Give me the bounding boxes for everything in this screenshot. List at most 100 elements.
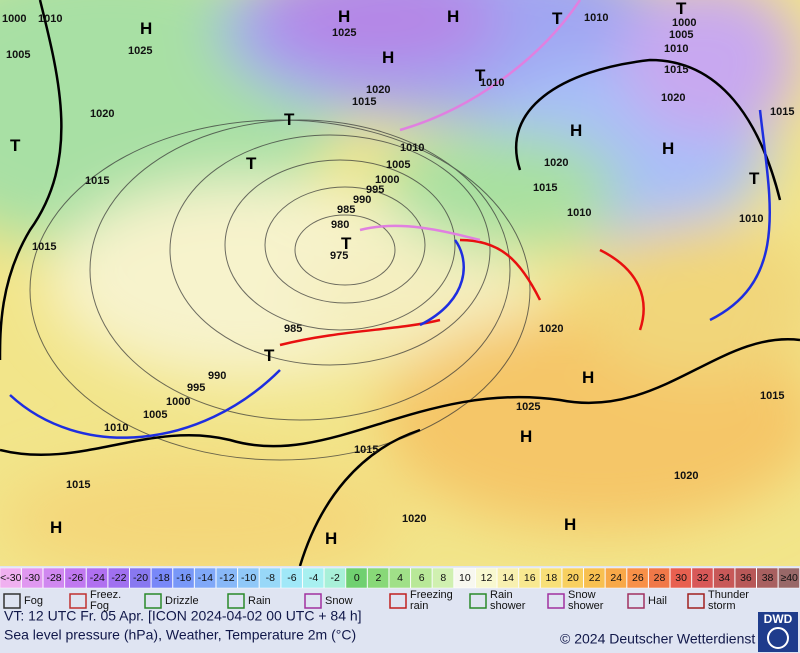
pressure-label: 1015 [770, 106, 794, 118]
scale-cell [540, 567, 562, 589]
scale-cell [561, 567, 584, 589]
fronts [9, 0, 772, 439]
pressure-label: 1010 [567, 207, 591, 219]
scale-label: 6 [419, 572, 425, 584]
scale-cell [453, 567, 476, 589]
pressure-center: H [140, 19, 152, 38]
pressure-center: H [662, 139, 674, 158]
pressure-label: 985 [284, 323, 302, 335]
pressure-label: 1005 [6, 49, 30, 61]
scale-label: 18 [546, 572, 558, 584]
pressure-center: T [749, 169, 760, 188]
scale-label: -30 [25, 572, 40, 584]
pressure-label: 995 [366, 184, 384, 196]
scale-label: -8 [266, 572, 275, 584]
scale-label: -6 [287, 572, 296, 584]
legend-icon [389, 593, 407, 609]
pressure-label: 990 [353, 194, 371, 206]
pressure-center: T [284, 110, 295, 129]
legend-label: Thunder storm [708, 589, 749, 612]
legend-label-line: Freez. [90, 589, 121, 601]
scale-label: -24 [90, 572, 105, 584]
scale-label: 20 [567, 572, 579, 584]
legend-icon [144, 593, 162, 609]
pressure-center: H [520, 427, 532, 446]
pressure-label: 1020 [674, 470, 698, 482]
legend-label-line: shower [490, 600, 526, 612]
map [0, 0, 800, 566]
legend-label: Freezing rain [410, 589, 453, 612]
scale-cell [129, 567, 152, 589]
scale-cell [259, 567, 281, 589]
scale-label: 8 [440, 572, 446, 584]
scale-cell [64, 567, 87, 589]
scale-label: 32 [697, 572, 709, 584]
legend-label-line: Freezing [410, 589, 453, 601]
scale-cell [86, 567, 108, 589]
legend-icon [687, 593, 705, 609]
scale-label: 28 [654, 572, 666, 584]
pressure-label: 1020 [661, 92, 685, 104]
description: Sea level pressure (hPa), Weather, Tempe… [4, 627, 356, 643]
scale-label: ≥40 [780, 572, 798, 584]
pressure-center: H [325, 529, 337, 548]
scale-label: -20 [133, 572, 148, 584]
scale-label: 38 [762, 572, 774, 584]
legend-label: Fog [24, 595, 43, 607]
pressure-center: T [341, 234, 352, 253]
scale-cell [648, 567, 671, 589]
scale-cell [475, 567, 498, 589]
scale-label: 22 [589, 572, 601, 584]
legend-label-line: Snow [568, 589, 596, 601]
legend-label-line: shower [568, 600, 604, 612]
scale-label: 24 [610, 572, 622, 584]
pressure-label: 985 [337, 204, 355, 216]
pressure-label: 1000 [2, 13, 26, 25]
scale-cell [410, 567, 433, 589]
legend-label-line: Rain [490, 589, 513, 601]
scale-cell [518, 567, 541, 589]
pressure-center: T [676, 0, 687, 18]
scale-cell [21, 567, 43, 589]
footer-panel [0, 590, 800, 653]
pressure-center: T [246, 154, 257, 173]
scale-cell [324, 567, 346, 589]
pressure-label: 1015 [760, 390, 784, 402]
scale-label: -10 [241, 572, 256, 584]
scale-cell [605, 567, 627, 589]
pressure-label: 1025 [516, 401, 540, 413]
main-isobars [0, 0, 800, 566]
pressure-center: H [570, 121, 582, 140]
pressure-label: 1005 [669, 29, 693, 41]
scale-label: 4 [397, 572, 403, 584]
pressure-label: 975 [330, 250, 348, 262]
scale-cell [583, 567, 606, 589]
pressure-label: 995 [187, 382, 205, 394]
scale-label: 16 [524, 572, 536, 584]
scale-label: 14 [502, 572, 514, 584]
scale-label: -14 [198, 572, 213, 584]
legend-label-line: rain [410, 600, 428, 612]
scale-label: 36 [740, 572, 752, 584]
scale-cell [670, 567, 692, 589]
scale-label: 0 [354, 572, 360, 584]
scale-label: 12 [481, 572, 493, 584]
scale-label: 10 [459, 572, 471, 584]
pressure-label: 1015 [664, 64, 688, 76]
pressure-label: 1010 [584, 12, 608, 24]
legend-icon [227, 593, 245, 609]
isobars [29, 119, 531, 461]
scale-label: -4 [309, 572, 318, 584]
legend-label: Rain shower [490, 589, 526, 612]
scale-cell [107, 567, 130, 589]
pressure-label: 1010 [664, 43, 688, 55]
scale-cell [302, 567, 325, 589]
scale-cell [280, 567, 303, 589]
pressure-label: 1000 [166, 396, 190, 408]
pressure-center: T [264, 346, 275, 365]
pressure-center: H [564, 515, 576, 534]
scale-cell [432, 567, 454, 589]
pressure-label: 1020 [90, 108, 114, 120]
scale-label: -12 [219, 572, 234, 584]
